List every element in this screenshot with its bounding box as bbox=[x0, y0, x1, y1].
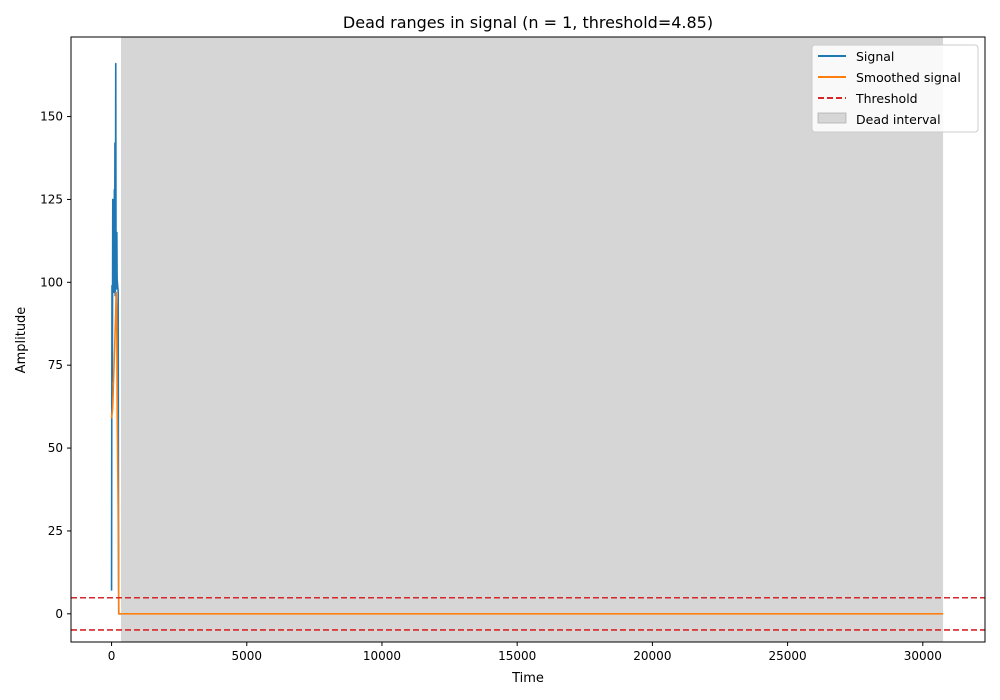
y-tick-label: 100 bbox=[40, 275, 63, 289]
x-tick-label: 25000 bbox=[769, 649, 807, 663]
y-tick-label: 0 bbox=[55, 607, 63, 621]
x-tick-label: 15000 bbox=[498, 649, 536, 663]
x-tick-label: 30000 bbox=[904, 649, 942, 663]
chart-title: Dead ranges in signal (n = 1, threshold=… bbox=[343, 13, 713, 32]
x-axis-label: Time bbox=[511, 671, 544, 686]
y-tick-label: 125 bbox=[40, 192, 63, 206]
legend-threshold-label: Threshold bbox=[855, 91, 918, 106]
plot-frame bbox=[70, 36, 986, 643]
x-tick-label: 5000 bbox=[231, 649, 262, 663]
dead-interval-region bbox=[121, 37, 944, 642]
legend-box bbox=[811, 44, 979, 133]
y-axis-ticks: 0 25 50 75 100 125 150 bbox=[40, 110, 71, 621]
dead-interval-layer bbox=[121, 37, 944, 642]
threshold-layer bbox=[71, 596, 985, 631]
smoothed-series-line bbox=[110, 291, 944, 615]
legend-signal-label: Signal bbox=[856, 49, 894, 64]
legend-dead-swatch bbox=[817, 112, 847, 124]
y-axis-label: Amplitude bbox=[14, 307, 29, 374]
y-tick-label: 150 bbox=[40, 110, 63, 124]
legend-dead-label: Dead interval bbox=[856, 112, 941, 127]
legend: Signal Smoothed signal Threshold Dead in… bbox=[811, 44, 979, 133]
y-tick-label: 75 bbox=[48, 358, 63, 372]
y-tick-label: 25 bbox=[48, 524, 63, 538]
x-tick-label: 10000 bbox=[363, 649, 401, 663]
x-tick-label: 20000 bbox=[633, 649, 671, 663]
y-tick-label: 50 bbox=[48, 441, 63, 455]
legend-smoothed-label: Smoothed signal bbox=[856, 70, 961, 85]
x-tick-label: 0 bbox=[108, 649, 116, 663]
x-axis-ticks: 0 5000 10000 15000 20000 25000 30000 bbox=[108, 642, 942, 663]
series-layer bbox=[110, 62, 944, 615]
